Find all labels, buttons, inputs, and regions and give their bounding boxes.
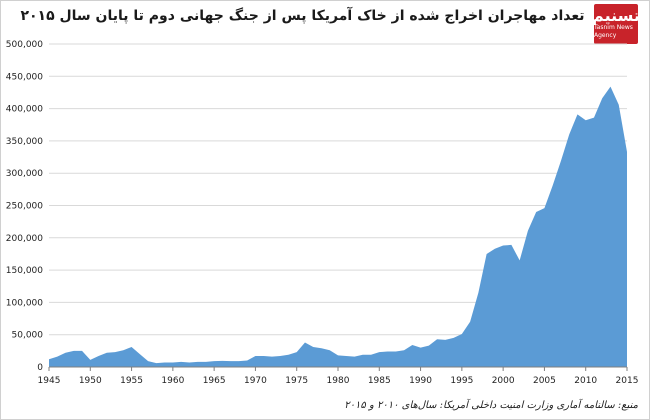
y-tick-label: 150,000 [6, 266, 43, 276]
x-tick-label: 2015 [616, 376, 639, 386]
y-axis-ticks: 0 50,000 100,000 150,000 200,000 250,000 300,0… [6, 40, 43, 373]
source-note: منبع: سالنامه آماری وزارت امنیت داخلی آم… [344, 400, 638, 411]
x-tick-label: 1955 [120, 376, 143, 386]
x-tick-label: 1985 [368, 376, 391, 386]
x-tick-label: 1945 [38, 376, 61, 386]
chart-title: تعداد مهاجران اخراج شده از خاک آمریکا پس… [20, 8, 585, 24]
data-area [49, 86, 627, 368]
x-tick-label: 1970 [244, 376, 267, 386]
x-tick-label: 2005 [533, 376, 556, 386]
y-tick-label: 200,000 [6, 234, 43, 244]
y-tick-label: 0 [37, 363, 43, 373]
tasnim-logo: تسنیم Tasnim News Agency [592, 4, 640, 44]
y-tick-label: 500,000 [6, 40, 43, 50]
x-tick-label: 1975 [285, 376, 308, 386]
y-tick-label: 350,000 [6, 137, 43, 147]
y-tick-label: 100,000 [6, 298, 43, 308]
x-tick-label: 1990 [409, 376, 432, 386]
x-tick-label: 1960 [161, 376, 184, 386]
y-tick-label: 50,000 [12, 331, 44, 341]
x-tick-label: 2000 [492, 376, 515, 386]
logo-subtitle: Tasnim News Agency [594, 24, 633, 39]
y-tick-label: 450,000 [6, 72, 43, 82]
x-tick-label: 1965 [203, 376, 226, 386]
x-tick-label: 1980 [327, 376, 350, 386]
series-area [49, 86, 627, 368]
x-tick-label: 2010 [574, 376, 597, 386]
y-tick-label: 300,000 [6, 169, 43, 179]
x-tick-label: 1995 [450, 376, 473, 386]
logo-mark: تسنیم [592, 6, 640, 25]
x-tick-label: 1950 [79, 376, 102, 386]
y-tick-label: 250,000 [6, 202, 43, 212]
y-tick-label: 400,000 [6, 105, 43, 115]
x-axis-ticks: 1945 1950 1955 1960 1965 1970 1975 1980 1985 1990… [38, 367, 639, 386]
